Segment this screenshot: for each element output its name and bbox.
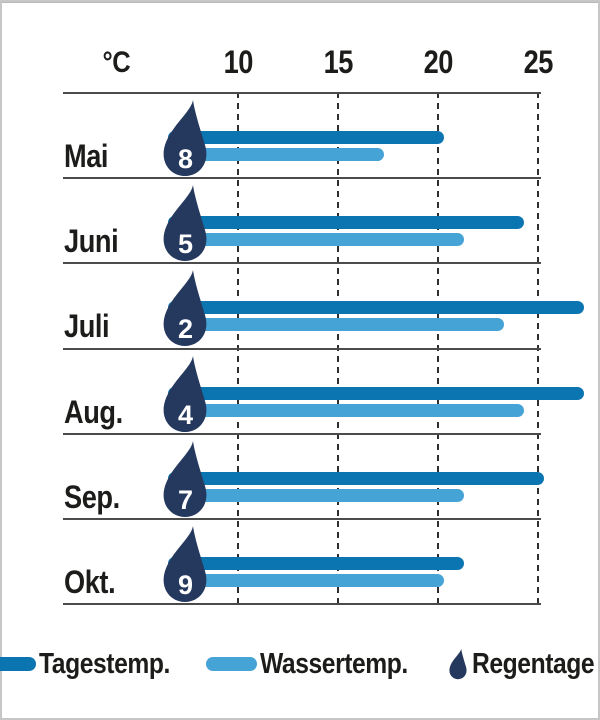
month-label: Mai (64, 138, 109, 174)
day-temp-bar (168, 131, 444, 144)
row-separator-line (63, 348, 541, 350)
rain-days-count: 8 (177, 144, 193, 174)
legend-item-day-temp: Tagestemp. (0, 648, 193, 681)
water-temp-bar (168, 233, 464, 246)
row-separator-line (63, 262, 541, 264)
day-temp-bar (168, 387, 584, 400)
day-temp-bar (168, 301, 584, 314)
water-temp-swatch-icon (205, 657, 257, 671)
month-label: Aug. (64, 394, 123, 430)
rain-days-count: 5 (177, 229, 193, 259)
legend-label-water-temp: Wassertemp. (259, 647, 408, 680)
rain-days-drop-icon: 5 (159, 183, 211, 263)
axis-tick-label: 25 (523, 44, 553, 80)
rain-days-drop-icon: 4 (159, 354, 211, 434)
row-separator-line (63, 177, 541, 179)
legend: Tagestemp. Wassertemp. Regentage (0, 641, 600, 687)
rain-days-count: 4 (177, 400, 193, 430)
axis-tick-label: 10 (223, 44, 253, 80)
rain-days-count: 9 (177, 570, 193, 600)
rain-days-drop-icon: 2 (159, 268, 211, 348)
day-temp-swatch-icon (0, 657, 36, 671)
water-temp-bar (168, 574, 444, 587)
row-separator-line (63, 603, 541, 605)
axis-tick-label: 15 (323, 44, 353, 80)
rain-days-count: 7 (177, 485, 193, 515)
legend-item-water-temp: Wassertemp. (205, 647, 434, 681)
day-temp-bar (168, 472, 544, 485)
axis-tick-label: 20 (423, 44, 453, 80)
legend-label-rain-days: Regentage (471, 647, 595, 680)
row-separator-line (63, 433, 541, 435)
rain-days-count: 2 (177, 314, 193, 344)
rain-drop-icon (447, 648, 469, 680)
rain-days-drop-icon: 7 (159, 439, 211, 519)
axis-unit-label: °C (86, 46, 146, 80)
row-separator-line (63, 518, 541, 520)
month-label: Okt. (64, 564, 116, 600)
month-label: Juli (64, 308, 110, 344)
axis-top-line (63, 92, 541, 94)
legend-item-rain-days: Regentage (447, 648, 600, 681)
water-temp-bar (168, 404, 524, 417)
month-label: Juni (64, 223, 119, 259)
rain-days-drop-icon: 9 (159, 524, 211, 604)
rain-days-drop-icon: 8 (159, 98, 211, 178)
water-temp-bar (168, 489, 464, 502)
day-temp-bar (168, 216, 524, 229)
water-temp-bar (168, 148, 384, 161)
legend-label-day-temp: Tagestemp. (38, 647, 170, 680)
water-temp-bar (168, 318, 504, 331)
month-label: Sep. (64, 479, 120, 515)
axis-unit-text: °C (102, 46, 130, 79)
day-temp-bar (168, 557, 464, 570)
